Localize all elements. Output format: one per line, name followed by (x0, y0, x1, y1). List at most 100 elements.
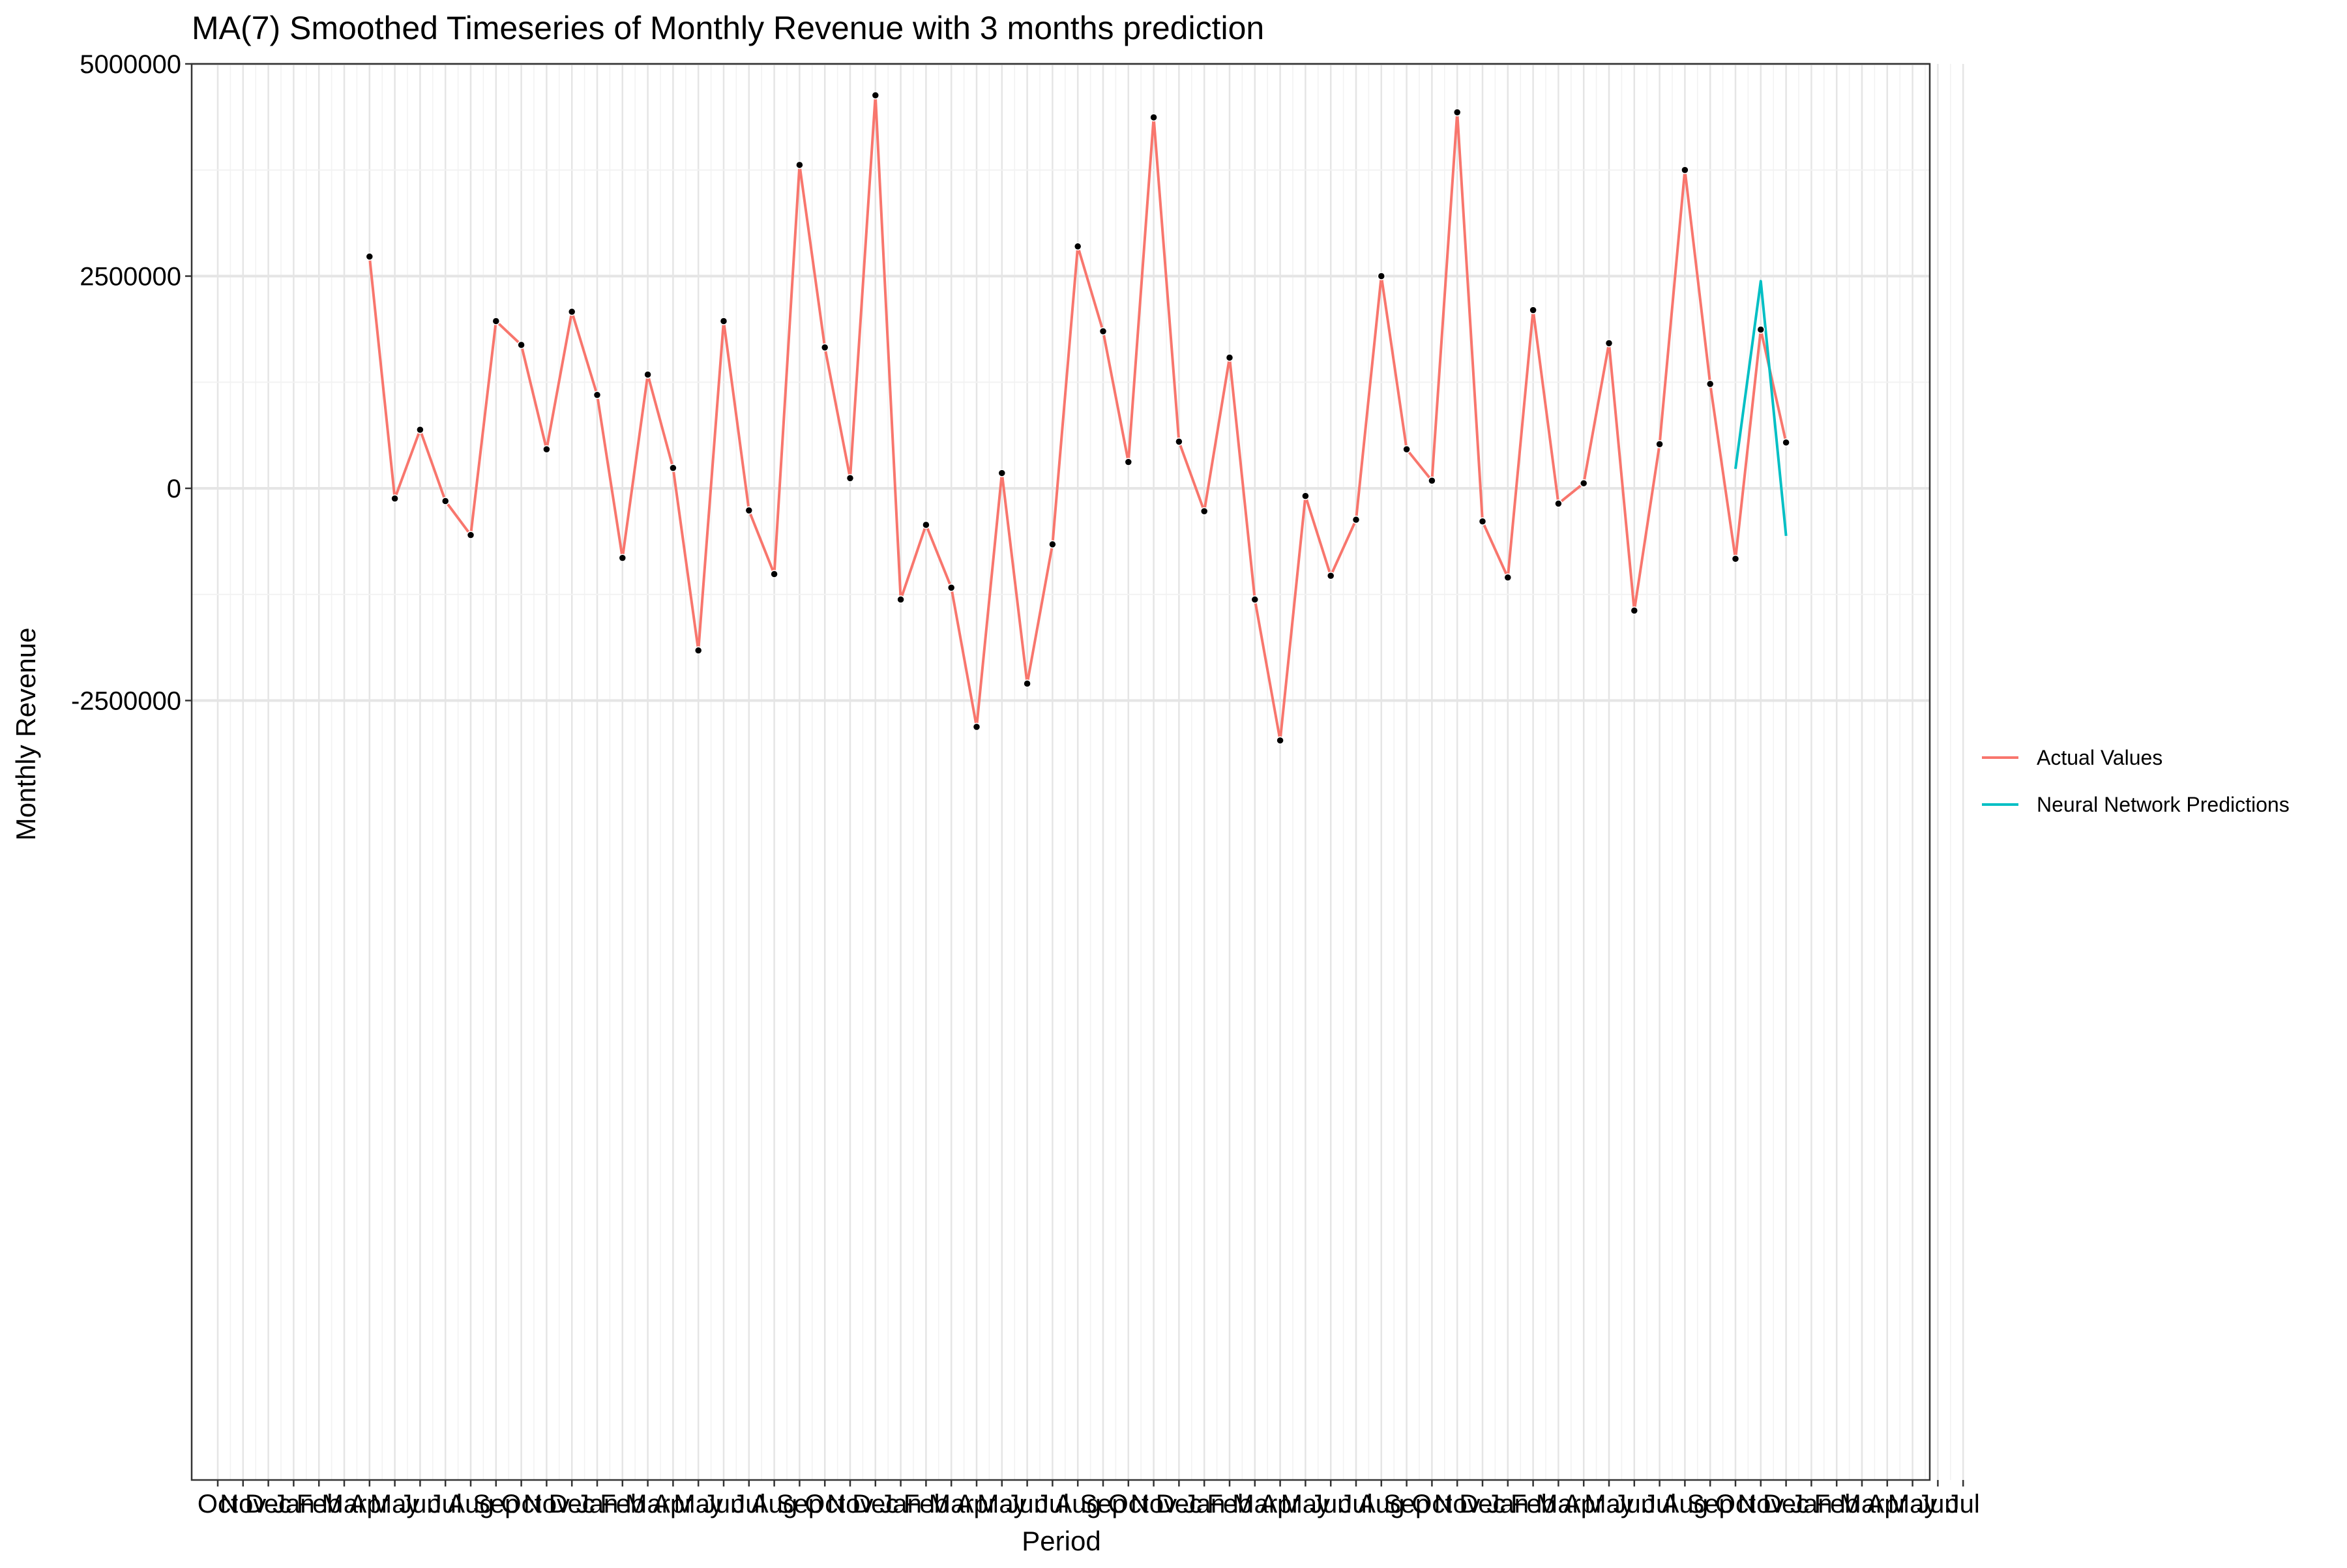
data-point (947, 584, 956, 592)
x-tick-label: Jun (703, 1490, 745, 1518)
data-point (1655, 440, 1664, 449)
x-tick-label: Jul (1643, 1490, 1676, 1518)
x-tick-label: Feb (1207, 1490, 1252, 1518)
x-tick-label: Dec (852, 1490, 898, 1518)
x-tick-label: May (1888, 1490, 1938, 1518)
x-tick-label: Jun (1310, 1490, 1352, 1518)
x-tick-label: Jul (1036, 1490, 1069, 1518)
y-tick-label: 5000000 (80, 50, 181, 79)
x-tick-label: Mar (1232, 1490, 1277, 1518)
x-tick-label: Oct (1108, 1490, 1149, 1518)
data-point (618, 554, 627, 563)
x-tick-label: Apr (1867, 1490, 1908, 1518)
x-tick-label: Sep (1687, 1490, 1734, 1518)
x-tick-label: Feb (297, 1490, 342, 1518)
x-tick-label: May (977, 1490, 1027, 1518)
data-point (1276, 736, 1284, 745)
data-point (1402, 445, 1411, 454)
x-tick-label: Oct (198, 1490, 238, 1518)
x-tick-label: Jun (1614, 1490, 1656, 1518)
panel-background (192, 64, 1930, 1480)
x-tick-label: Jun (1006, 1490, 1048, 1518)
y-tick-label: 0 (167, 475, 181, 503)
x-tick-label: Apr (653, 1490, 693, 1518)
y-tick-label: 2500000 (80, 263, 181, 291)
x-tick-label: Apr (1563, 1490, 1604, 1518)
data-point (820, 343, 829, 352)
x-tick-label: Dec (245, 1490, 291, 1518)
data-point (1681, 166, 1689, 174)
data-point (1023, 679, 1031, 688)
x-tick-label: Feb (1814, 1490, 1859, 1518)
data-point (871, 91, 880, 100)
data-point (1579, 479, 1588, 488)
x-tick-label: Jan (879, 1490, 922, 1518)
x-tick-label: Feb (600, 1490, 645, 1518)
data-point (1630, 606, 1639, 615)
x-tick-label: Mar (1536, 1490, 1581, 1518)
x-tick-label: Apr (349, 1490, 390, 1518)
data-point (1503, 573, 1513, 582)
data-point (1149, 113, 1158, 122)
x-tick-label: Aug (1662, 1490, 1708, 1518)
x-tick-label: Dec (549, 1490, 595, 1518)
data-point (1200, 507, 1209, 516)
data-point (669, 464, 677, 473)
data-point (694, 646, 703, 655)
x-tick-label: Jan (1487, 1490, 1529, 1518)
data-point (1705, 379, 1715, 389)
x-tick-label: Jan (1790, 1490, 1833, 1518)
x-tick-label: May (370, 1490, 420, 1518)
data-point (1453, 108, 1462, 117)
x-tick-label: Dec (1459, 1490, 1505, 1518)
data-point (1073, 242, 1082, 251)
data-point (1250, 595, 1260, 604)
x-tick-label: Jan (1183, 1490, 1226, 1518)
data-point (1478, 517, 1487, 526)
x-tick-label: Dec (1763, 1490, 1809, 1518)
x-tick-label: May (673, 1490, 723, 1518)
data-point (1099, 327, 1108, 336)
series-line-prediction (1734, 280, 1788, 537)
x-tick-label: Aug (751, 1490, 797, 1518)
chart-title: MA(7) Smoothed Timeseries of Monthly Rev… (192, 10, 1264, 46)
data-point (1326, 571, 1335, 580)
x-tick-label: Nov (827, 1490, 873, 1518)
data-point (1731, 554, 1740, 563)
legend: Actual Values Neural Network Predictions (1982, 746, 2290, 816)
data-point (643, 370, 652, 379)
data-point (922, 520, 930, 529)
data-point (1529, 306, 1537, 314)
x-axis-title: Period (1022, 1526, 1100, 1556)
data-point (795, 160, 804, 170)
data-point (719, 317, 728, 325)
data-point (1351, 515, 1361, 524)
x-tick-label: Jan (273, 1490, 315, 1518)
x-tick-label: Nov (1737, 1490, 1784, 1518)
x-tick-label: Apr (1260, 1490, 1300, 1518)
x-tick-label: Jul (1339, 1490, 1372, 1518)
x-tick-label: Oct (501, 1490, 541, 1518)
x-tick-label: Feb (1511, 1490, 1556, 1518)
data-point (492, 317, 501, 325)
x-tick-label: Nov (524, 1490, 570, 1518)
data-point (1756, 325, 1765, 334)
x-tick-label: Jun (399, 1490, 441, 1518)
data-point (1124, 458, 1133, 466)
x-tick-label: Oct (804, 1490, 845, 1518)
x-tick-label: Jun (1917, 1490, 1959, 1518)
legend-label-actual: Actual Values (2037, 746, 2162, 769)
panel-border (190, 63, 1931, 1481)
data-point (542, 445, 551, 454)
plot-panel: 500000025000000-2500000OctNovDecJanFebMa… (71, 50, 1980, 1518)
data-point (466, 531, 475, 539)
x-tick-label: Oct (1411, 1490, 1452, 1518)
x-tick-label: Mar (625, 1490, 670, 1518)
data-point (517, 340, 525, 349)
data-point (416, 425, 424, 434)
data-point (1428, 477, 1436, 485)
data-point (745, 506, 754, 515)
data-point (1377, 272, 1386, 280)
data-point (1048, 540, 1057, 549)
